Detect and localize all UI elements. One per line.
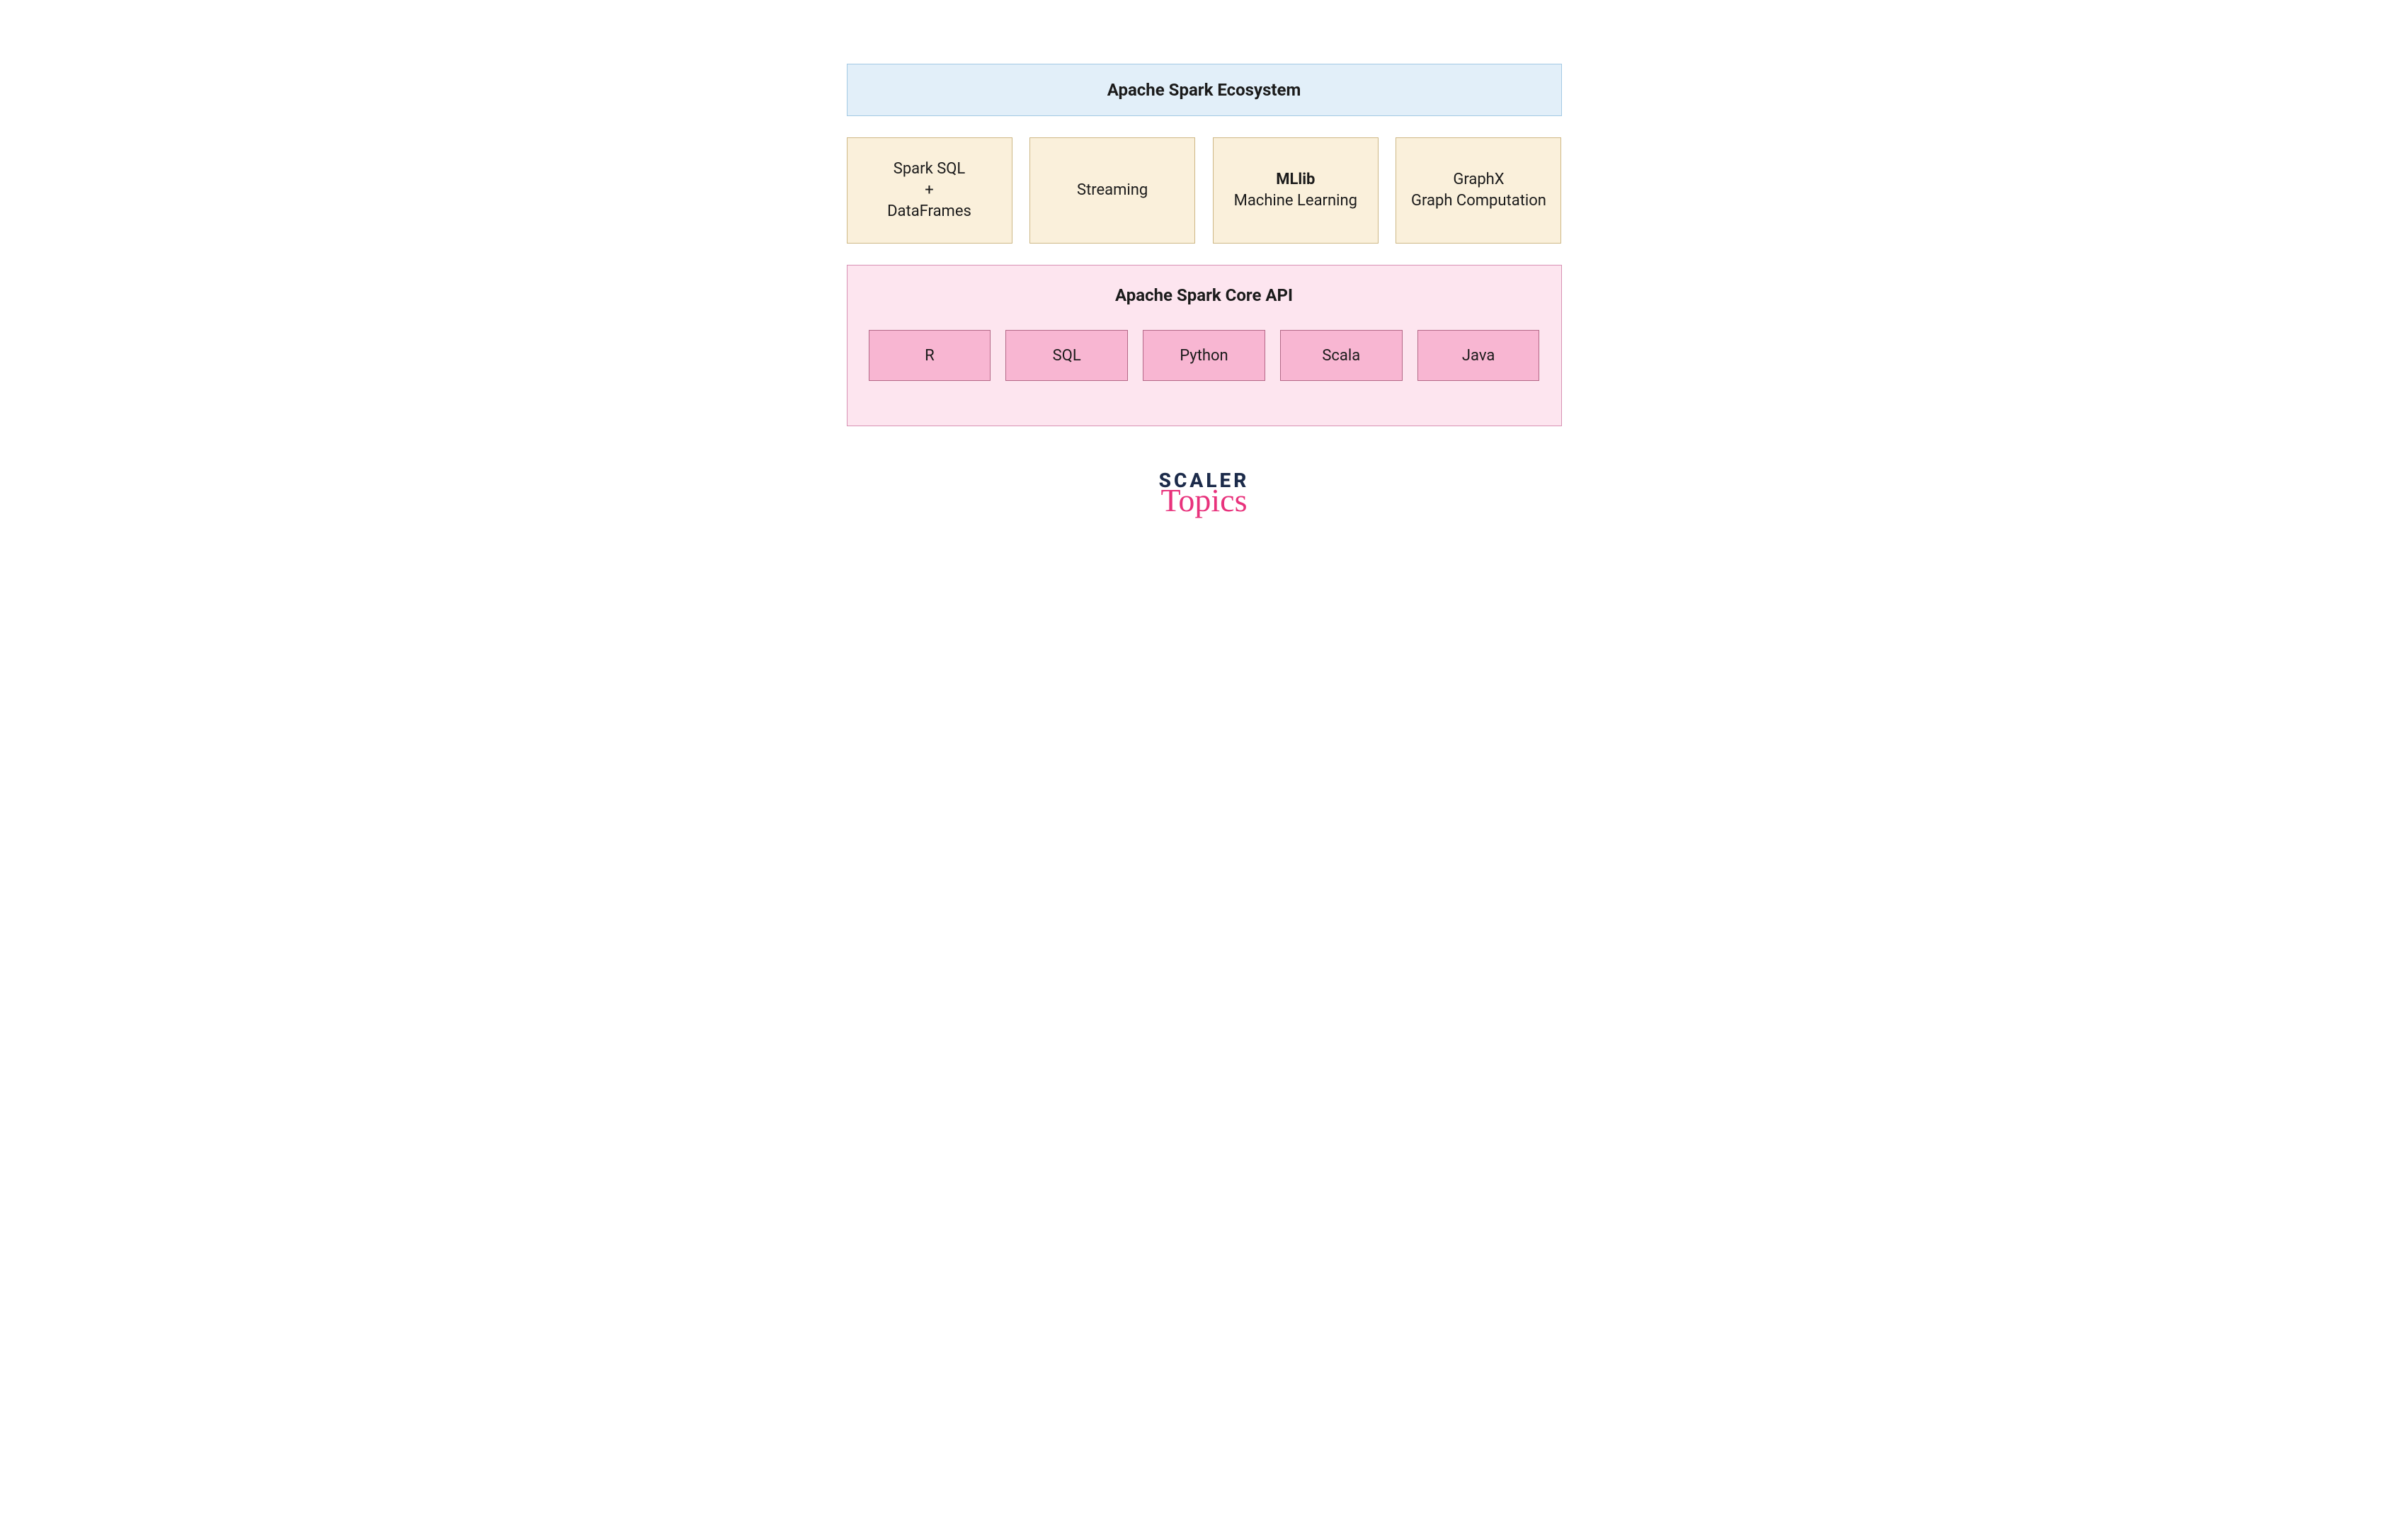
- language-label: Java: [1462, 347, 1495, 365]
- component-line: Spark SQL: [894, 159, 966, 180]
- language-label: Python: [1180, 347, 1228, 365]
- ecosystem-title-text: Apache Spark Ecosystem: [1107, 80, 1301, 100]
- language-box-r: R: [869, 330, 991, 381]
- diagram-wrapper: Apache Spark Ecosystem Spark SQL+DataFra…: [847, 64, 1562, 426]
- component-row: Spark SQL+DataFrames Streaming MLlibMachin…: [847, 137, 1562, 244]
- ecosystem-title-bar: Apache Spark Ecosystem: [847, 64, 1562, 116]
- language-label: Scala: [1322, 347, 1360, 365]
- language-label: SQL: [1053, 347, 1081, 365]
- component-box-3: GraphXGraph Computation: [1396, 137, 1561, 244]
- component-line: +: [925, 180, 933, 201]
- language-box-python: Python: [1143, 330, 1265, 381]
- component-line: Machine Learning: [1234, 190, 1357, 212]
- component-line: Streaming: [1077, 180, 1148, 201]
- core-api-container: Apache Spark Core API R SQL Python Scala Jav…: [847, 265, 1562, 426]
- component-line: Graph Computation: [1411, 190, 1546, 212]
- component-box-2: MLlibMachine Learning: [1213, 137, 1379, 244]
- component-line: MLlib: [1276, 169, 1315, 190]
- component-line: DataFrames: [887, 201, 971, 222]
- language-box-scala: Scala: [1280, 330, 1403, 381]
- language-box-java: Java: [1417, 330, 1540, 381]
- language-label: R: [925, 347, 935, 365]
- component-line: GraphX: [1453, 169, 1504, 190]
- language-row: R SQL Python Scala Java: [848, 330, 1561, 381]
- core-api-title: Apache Spark Core API: [1115, 285, 1293, 305]
- brand-logo: SCALER Topics: [1159, 469, 1250, 510]
- logo-topics-text: Topics: [1160, 491, 1247, 510]
- language-box-sql: SQL: [1005, 330, 1128, 381]
- component-box-1: Streaming: [1029, 137, 1195, 244]
- component-box-0: Spark SQL+DataFrames: [847, 137, 1012, 244]
